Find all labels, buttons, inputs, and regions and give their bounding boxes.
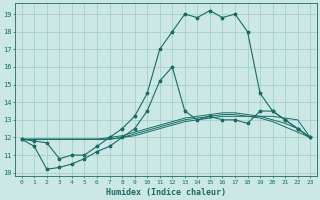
X-axis label: Humidex (Indice chaleur): Humidex (Indice chaleur) bbox=[106, 188, 226, 197]
